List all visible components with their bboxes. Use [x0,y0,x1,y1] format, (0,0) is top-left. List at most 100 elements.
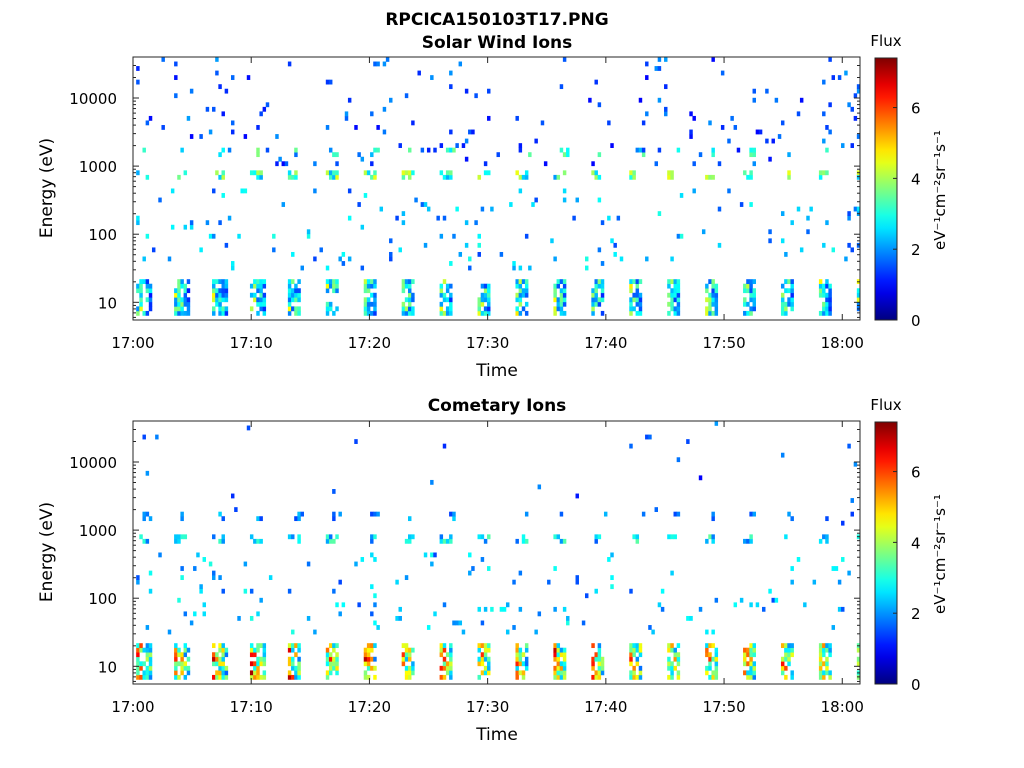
heatmap-cell [401,211,406,216]
heatmap-cell [749,670,753,676]
heatmap-cell [556,647,561,653]
heatmap-cell [594,538,598,544]
x-tick-label: 17:10 [230,698,273,716]
heatmap-cell [487,115,491,121]
heatmap-cell [743,647,747,653]
heatmap-cell [212,233,216,239]
heatmap-cell [325,310,330,316]
heatmap-cell [202,557,206,562]
heatmap-cell [256,297,260,303]
heatmap-cell [449,301,453,307]
heatmap-cell [705,647,709,653]
heatmap-cell [562,170,567,176]
heatmap-cell [139,674,143,680]
heatmap-cell [818,292,823,298]
heatmap-cell [597,643,602,649]
heatmap-cell [505,629,510,635]
heatmap-cell [746,647,750,653]
heatmap-cell [562,279,567,285]
heatmap-cell [705,670,709,676]
heatmap-cell [259,643,263,649]
heatmap-cell [221,516,225,522]
heatmap-cell [714,665,719,671]
heatmap-cell [597,301,602,307]
heatmap-cell [433,611,437,617]
heatmap-cell [237,615,241,621]
heatmap-cell [708,174,712,180]
heatmap-cell [483,647,488,653]
heatmap-cell [635,643,640,649]
heatmap-cell [629,661,633,667]
heatmap-cell [373,310,377,316]
heatmap-cell [670,647,674,653]
heatmap-cell [426,206,431,212]
heatmap-cell [787,174,791,180]
heatmap-cell [521,288,526,294]
heatmap-cell [180,566,184,571]
heatmap-cell [297,288,301,294]
heatmap-cell [749,538,753,544]
heatmap-cell [553,534,557,540]
heatmap-cell [708,306,712,312]
heatmap-cell [218,665,222,671]
heatmap-cell [638,643,643,649]
heatmap-cell [177,288,181,294]
heatmap-cell [515,310,519,316]
heatmap-cell [363,652,368,658]
heatmap-cell [332,288,336,294]
heatmap-cell [575,579,579,585]
heatmap-cell [850,247,854,253]
heatmap-cell [408,297,412,303]
heatmap-cell [291,534,295,540]
heatmap-cell [445,174,450,180]
heatmap-cell [243,588,248,594]
heatmap-cell [373,511,377,517]
heatmap-cell [543,161,548,167]
heatmap-cell [344,111,349,117]
heatmap-cell [670,256,674,262]
heatmap-cell [689,134,693,139]
heatmap-cell [784,288,788,294]
y-tick-label: 1000 [79,158,117,176]
heatmap-cell [442,174,447,180]
heatmap-cell [676,670,681,676]
heatmap-cell [259,283,263,289]
heatmap-cell [645,111,649,117]
heatmap-cell [670,570,674,576]
heatmap-cell [449,84,453,90]
heatmap-cell [136,661,140,667]
heatmap-cell [483,670,488,676]
heatmap-cell [556,283,561,289]
heatmap-cell [300,265,304,271]
heatmap-cell [657,57,662,62]
heatmap-cell [518,188,523,194]
heatmap-cell [705,310,709,316]
heatmap-cell [660,588,665,594]
heatmap-cell [727,138,731,144]
heatmap-cell [259,674,263,680]
heatmap-cell [408,647,412,653]
heatmap-cell [433,147,437,153]
heatmap-cell [199,247,203,253]
colorbar-title: Flux [870,32,901,50]
heatmap-cell [749,656,753,662]
heatmap-cell [287,297,292,303]
heatmap-cell [256,125,260,130]
heatmap-cell [818,656,823,662]
heatmap-cell [376,511,380,517]
heatmap-cell [373,170,377,176]
heatmap-cell [180,534,184,540]
heatmap-cell [660,606,665,612]
heatmap-cell [376,125,380,130]
heatmap-cell [420,202,425,207]
heatmap-cell [705,306,709,312]
heatmap-cell [670,288,674,294]
heatmap-cell [708,301,712,307]
heatmap-cell [183,288,188,294]
heatmap-cell [177,174,181,180]
heatmap-cell [641,147,646,153]
heatmap-cell [591,161,595,167]
heatmap-cell [189,134,194,139]
heatmap-cell [344,115,349,121]
heatmap-cell [183,661,188,667]
